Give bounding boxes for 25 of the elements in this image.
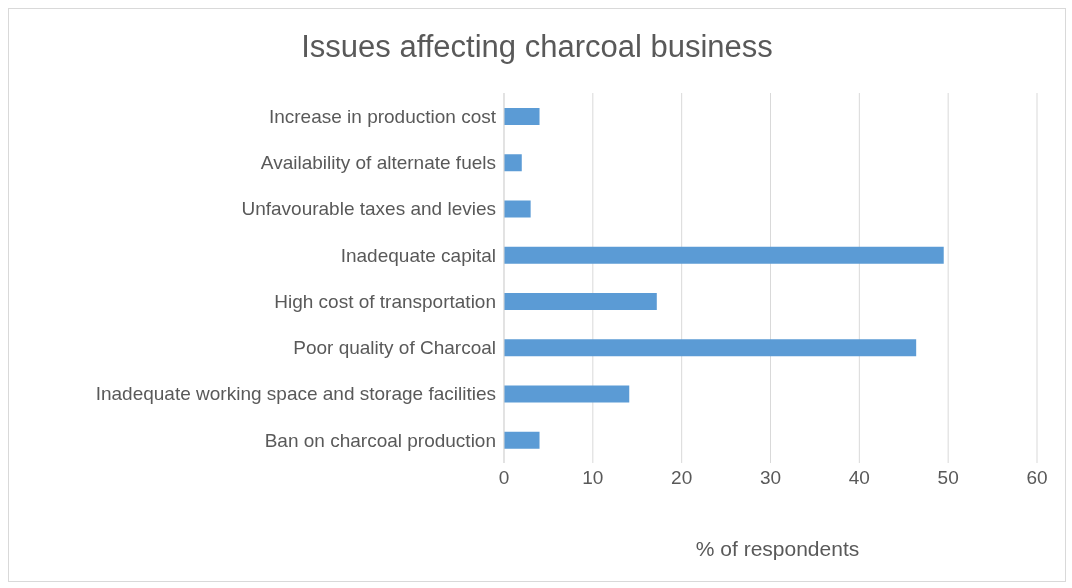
x-tick-label: 60 [1026, 467, 1048, 489]
bar [504, 154, 522, 172]
y-tick-label: Unfavourable taxes and levies [241, 198, 496, 220]
x-axis-title: % of respondents [694, 537, 861, 561]
bar [504, 431, 540, 449]
bar [504, 246, 944, 264]
x-tick-label: 50 [937, 467, 959, 489]
y-tick-label: Poor quality of Charcoal [293, 337, 496, 359]
y-tick-label: Ban on charcoal production [264, 429, 496, 451]
bar [504, 385, 630, 403]
y-tick-label: Availability of alternate fuels [260, 152, 496, 174]
bar [504, 293, 657, 310]
x-tick-label: 10 [582, 467, 604, 489]
y-tick-label: Increase in production cost [268, 105, 497, 127]
bar [504, 200, 531, 218]
x-tick-label: 20 [671, 467, 693, 489]
bar [504, 108, 540, 125]
bar [504, 339, 917, 357]
x-tick-label: 40 [848, 467, 870, 489]
chart-title: Issues affecting charcoal business [300, 29, 774, 66]
x-tick-label: 30 [759, 467, 782, 489]
y-tick-label: High cost of transportation [274, 290, 496, 312]
y-tick-label: Inadequate working space and storage facilities [95, 383, 496, 405]
y-tick-label: Inadequate capital [340, 244, 496, 266]
x-tick-label: 0 [498, 467, 510, 489]
